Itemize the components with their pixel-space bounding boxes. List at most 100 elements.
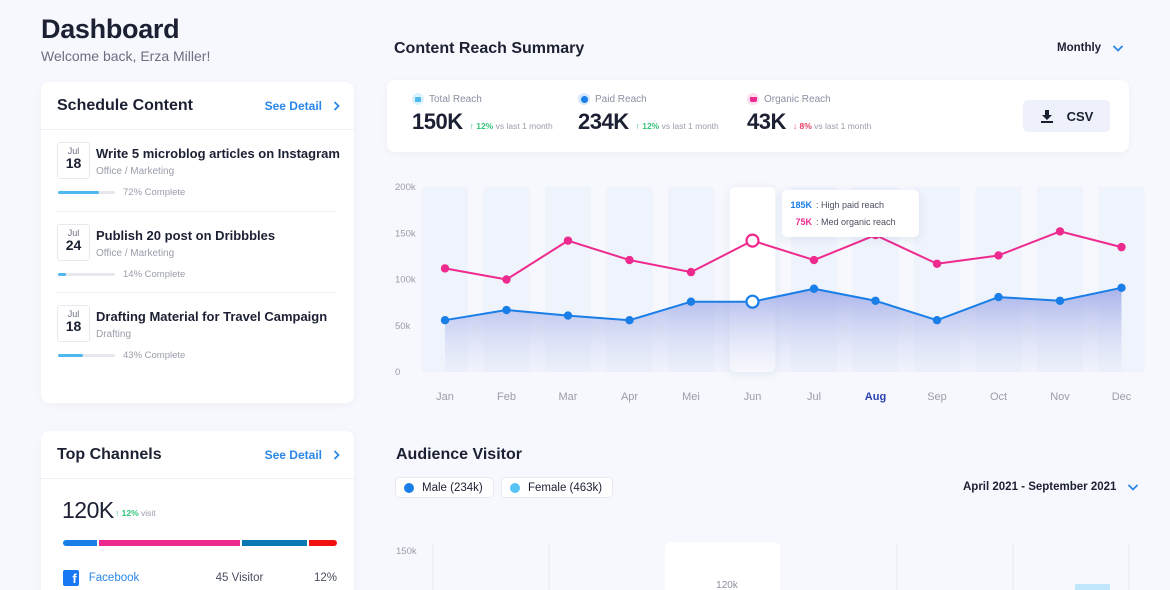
channels-see-detail-link[interactable]: See Detail [265,448,342,462]
dollar-icon [578,93,590,105]
csv-label: CSV [1066,108,1094,124]
chevron-down-icon [1113,45,1123,52]
paid-reach-point [809,284,819,293]
period-dropdown[interactable]: Monthly [1057,42,1123,54]
schedule-card-title: Schedule Content [57,96,194,114]
organic-reach-point [1117,242,1126,252]
download-icon [1040,110,1053,123]
highlight-value-label: 120k [716,580,739,590]
top-channels-card: Top Channels See Detail 120K ↑ 12% visit… [41,431,354,590]
task-progress-bar [58,354,115,357]
schedule-content-card: Schedule Content See Detail Jul 18 Write 5… [41,82,354,403]
share-segment-instagram [98,540,240,546]
download-csv-button[interactable]: CSV [1023,100,1110,132]
square-icon [412,93,424,105]
legend-female[interactable]: Female (463k) [501,477,614,498]
task-list: Jul 18 Write 5 microblog articles on Insta… [41,130,354,373]
stat-label: Organic Reach [764,93,831,105]
arrow-down-icon: ↓ [792,121,800,131]
period-dropdown-value: Monthly [1057,42,1102,54]
x-tick-label: Jul [807,391,821,403]
welcome-message: Welcome back, Erza Miller! [41,48,211,64]
organic-reach-point [686,267,696,277]
task-day: 18 [65,155,82,171]
organic-reach-point [502,275,511,284]
chart-tooltip: 185K: High paid reach 75K: Med organic re… [782,190,919,237]
channel-name: Facebook [88,572,140,584]
male-dot-icon [404,482,414,493]
paid-reach-point [745,294,760,309]
task-day: 18 [65,318,82,334]
schedule-task[interactable]: Jul 18 Write 5 microblog articles on Insta… [41,130,354,211]
organic-reach-line [444,230,1122,281]
chevron-right-icon [334,450,340,459]
content-reach-chart: 0 50k 100k 150k 200k Jan Feb Mar Apr Mei Jun Jul Aug… [395,182,1145,403]
stat-total-reach: Total Reach 150K ↑ 12% vs last 1 month [412,93,553,135]
paid-reach-point [932,316,942,325]
stat-delta-suffix: vs last 1 month [495,121,553,131]
stat-label: Total Reach [429,93,482,105]
legend-label: Female (463k) [528,481,603,494]
organic-reach-point [994,251,1003,260]
paid-reach-point [1055,296,1065,305]
organic-reach-point [745,233,760,248]
see-detail-label: See Detail [264,447,322,462]
stat-delta-value: 8% [799,121,812,131]
arrow-up-icon: ↑ [115,508,122,518]
legend-male[interactable]: Male (234k) [395,477,494,498]
basket-icon [747,93,759,105]
x-tick-label: Mei [682,391,700,403]
paid-reach-point [994,292,1003,302]
chevron-right-icon [334,101,340,110]
female-bar [1075,584,1110,590]
task-month: Jul [67,228,80,238]
x-tick-label: Oct [990,391,1007,403]
schedule-see-detail-link[interactable]: See Detail [265,99,342,113]
paid-reach-line [444,286,1122,322]
organic-reach-point [809,255,819,265]
task-category: Office / Marketing [96,248,175,259]
paid-reach-area [445,287,1122,372]
paid-reach-point [502,305,511,315]
tooltip-value: 185K [790,200,812,210]
task-date: Jul 18 [57,305,90,342]
task-progress-fill [58,354,83,357]
x-tick-label: Sep [927,391,947,403]
stat-label: Paid Reach [595,93,647,105]
y-tick-label: 0 [395,367,400,378]
channel-row-facebook[interactable]: f Facebook 45 Visitor 12% [63,570,337,586]
y-tick-label: 100k [395,275,416,286]
chevron-down-icon [1128,484,1139,491]
stat-delta-suffix: vs last 1 month [661,121,719,131]
task-date: Jul 24 [57,224,90,261]
audience-visitor-chart: 150k 120k [396,542,1130,590]
organic-reach-point [625,255,634,265]
audience-visitor-title: Audience Visitor [396,446,522,463]
schedule-task[interactable]: Jul 24 Publish 20 post on Dribbbles Office … [57,211,337,292]
task-progress-fill [58,273,66,276]
tooltip-text: : High paid reach [816,200,884,210]
task-title: Write 5 microblog articles on Instagram [96,146,340,161]
task-progress-bar [58,191,115,194]
tooltip-box [782,190,919,237]
paid-reach-point [686,297,696,306]
organic-reach-point [440,264,450,273]
share-segment-linkedin [241,540,307,546]
content-reach-title: Content Reach Summary [394,40,585,57]
task-title: Publish 20 post on Dribbbles [96,228,276,243]
stat-delta-value: 12% [642,121,660,131]
schedule-task[interactable]: Jul 18 Drafting Material for Travel Campai… [57,292,337,373]
y-tick-label: 50k [395,321,411,332]
paid-reach-point [440,316,450,325]
task-month: Jul [67,309,80,319]
date-range-dropdown[interactable]: April 2021 - September 2021 [963,481,1139,493]
channels-delta-value: 12% [121,508,139,518]
paid-reach-point [563,311,573,320]
share-segment-facebook [63,540,97,546]
task-progress-label: 14% Complete [123,269,186,280]
y-tick-label: 150k [396,546,417,557]
channel-visitors: 45 Visitor [215,572,264,584]
stat-value: 150K [412,109,463,134]
date-range-value: April 2021 - September 2021 [963,481,1117,493]
tooltip-value: 75K [795,217,812,227]
